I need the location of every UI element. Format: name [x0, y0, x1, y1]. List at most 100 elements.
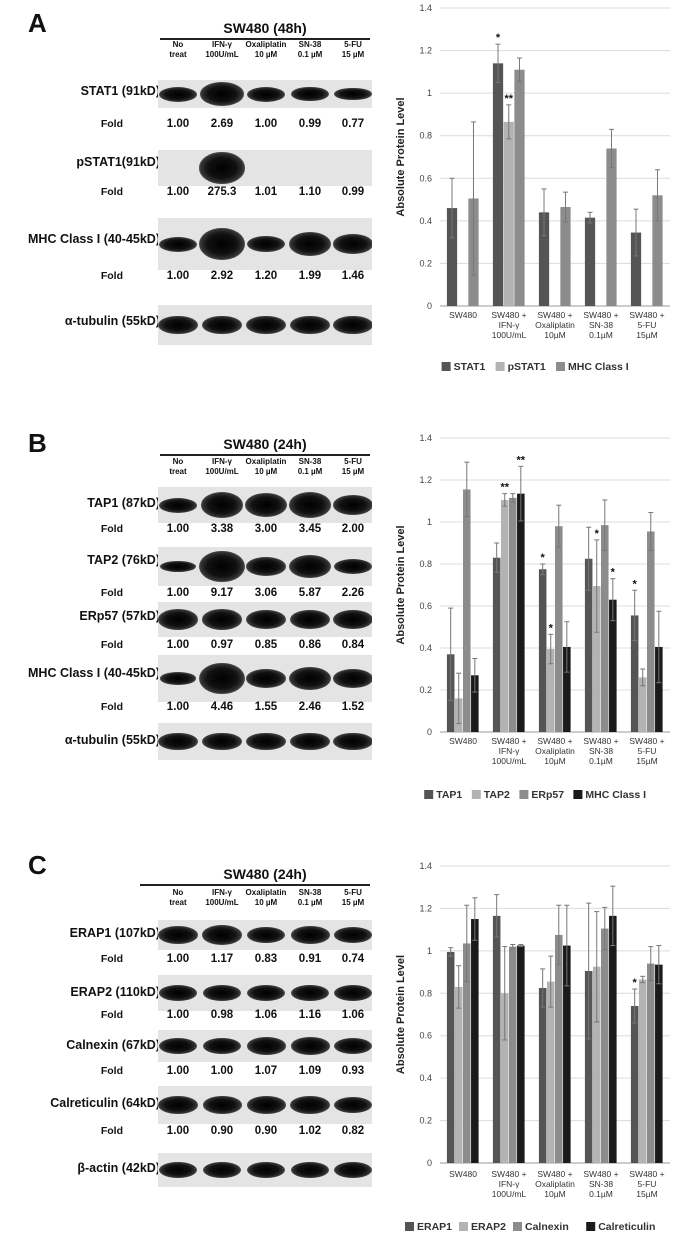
lane-header-line: 5-FU	[344, 457, 362, 466]
fold-value: 1.00	[166, 523, 190, 535]
blot-title-underline	[160, 454, 370, 456]
legend-swatch	[513, 1222, 522, 1231]
x-category-label: Oxaliplatin	[535, 746, 575, 756]
fold-label: Fold	[100, 186, 123, 198]
legend-swatch	[459, 1222, 468, 1231]
fold-value: 0.86	[298, 639, 322, 651]
lane-header-line: Oxaliplatin	[245, 40, 287, 49]
western-blot-strip	[158, 1086, 372, 1124]
lane-header: 5-FU 15 µM	[331, 457, 375, 477]
error-bar	[586, 526, 592, 591]
western-blot-strip	[158, 487, 372, 523]
blot-band	[158, 732, 198, 751]
bar	[609, 915, 617, 1163]
blot-band	[290, 984, 330, 1002]
lane-header-line: 10 µM	[254, 50, 278, 59]
fold-value: 1.00	[166, 953, 190, 965]
y-tick-label: 1.2	[419, 46, 432, 56]
y-tick-label: 0.4	[419, 216, 432, 226]
bar	[517, 945, 525, 1163]
x-category-label: SW480	[449, 310, 477, 320]
significance-marker: **	[504, 93, 513, 105]
error-bar	[448, 947, 454, 957]
fold-value: 1.46	[341, 270, 365, 282]
fold-value: 1.02	[298, 1125, 322, 1137]
blot-band	[246, 557, 286, 576]
blot-band	[158, 609, 199, 630]
western-blot-strip	[158, 547, 372, 586]
blot-band	[159, 86, 197, 102]
fold-label: Fold	[100, 1125, 123, 1137]
legend-swatch	[556, 362, 565, 371]
error-bar	[556, 904, 562, 966]
bar	[647, 963, 655, 1163]
bar	[606, 148, 617, 306]
bar	[471, 919, 479, 1163]
blot-band	[333, 315, 372, 335]
error-bar	[594, 539, 600, 633]
y-tick-label: 1	[427, 517, 432, 527]
fold-value: 1.10	[298, 186, 322, 198]
legend-label: STAT1	[454, 361, 486, 373]
error-bar	[456, 965, 462, 1009]
lane-header: IFN-γ 100U/mL	[200, 40, 244, 60]
fold-value: 1.00	[166, 1125, 190, 1137]
lane-header: IFN-γ 100U/mL	[200, 888, 244, 908]
x-category-label: SW480 +	[537, 736, 572, 746]
significance-marker: *	[541, 552, 546, 564]
blot-band	[333, 669, 372, 688]
legend-swatch	[519, 790, 529, 799]
x-category-label: SW480 +	[537, 310, 572, 320]
blot-band	[333, 1161, 372, 1179]
lane-header-line: treat	[169, 898, 187, 907]
blot-title-underline	[140, 884, 370, 886]
x-category-label: 10µM	[544, 330, 565, 340]
legend-swatch	[586, 1222, 596, 1231]
blot-band	[202, 315, 242, 335]
bar	[584, 558, 593, 732]
error-bar	[654, 169, 660, 222]
lane-header-line: 10 µM	[254, 898, 278, 907]
lane-header: No treat	[156, 888, 200, 908]
bar	[446, 951, 455, 1163]
western-blot-strip	[158, 218, 372, 270]
blot-title: SW480 (48h)	[223, 20, 307, 36]
blot-band	[199, 662, 245, 695]
legend-swatch	[405, 1222, 414, 1231]
western-blot-strip	[158, 920, 372, 950]
error-bar	[587, 211, 593, 224]
lane-header-line: treat	[169, 50, 187, 59]
legend-label: TAP1	[436, 789, 462, 800]
legend-swatch	[573, 790, 583, 799]
error-bar	[656, 610, 662, 684]
x-category-label: SW480 +	[537, 1169, 572, 1179]
error-bar	[656, 945, 662, 985]
fold-label: Fold	[100, 701, 123, 713]
y-tick-label: 0.6	[419, 1031, 432, 1041]
bar	[517, 493, 525, 732]
blot-band	[334, 87, 372, 101]
x-category-label: SW480 +	[583, 310, 618, 320]
fold-value: 2.00	[341, 523, 365, 535]
fold-value: 1.00	[166, 270, 190, 282]
fold-value: 1.06	[341, 1009, 365, 1021]
error-bar	[472, 897, 478, 941]
y-tick-label: 0.4	[419, 1073, 432, 1083]
lane-header: Oxaliplatin 10 µM	[244, 457, 288, 477]
error-bar	[464, 904, 470, 983]
blot-band	[290, 1161, 330, 1179]
bar	[601, 928, 609, 1163]
blot-band	[333, 1096, 372, 1114]
error-bar	[610, 578, 616, 622]
error-bar	[448, 607, 454, 701]
error-bar	[510, 943, 516, 950]
blot-band	[290, 1096, 330, 1114]
fold-value: 9.17	[210, 587, 234, 599]
blot-band	[290, 732, 330, 751]
error-bar	[464, 461, 470, 518]
lane-header-line: 10 µM	[254, 467, 278, 476]
legend-label: MHC Class I	[568, 361, 629, 373]
blot-band	[159, 560, 197, 573]
lane-header-line: SN-38	[298, 457, 322, 466]
fold-value: 1.00	[166, 1065, 190, 1077]
